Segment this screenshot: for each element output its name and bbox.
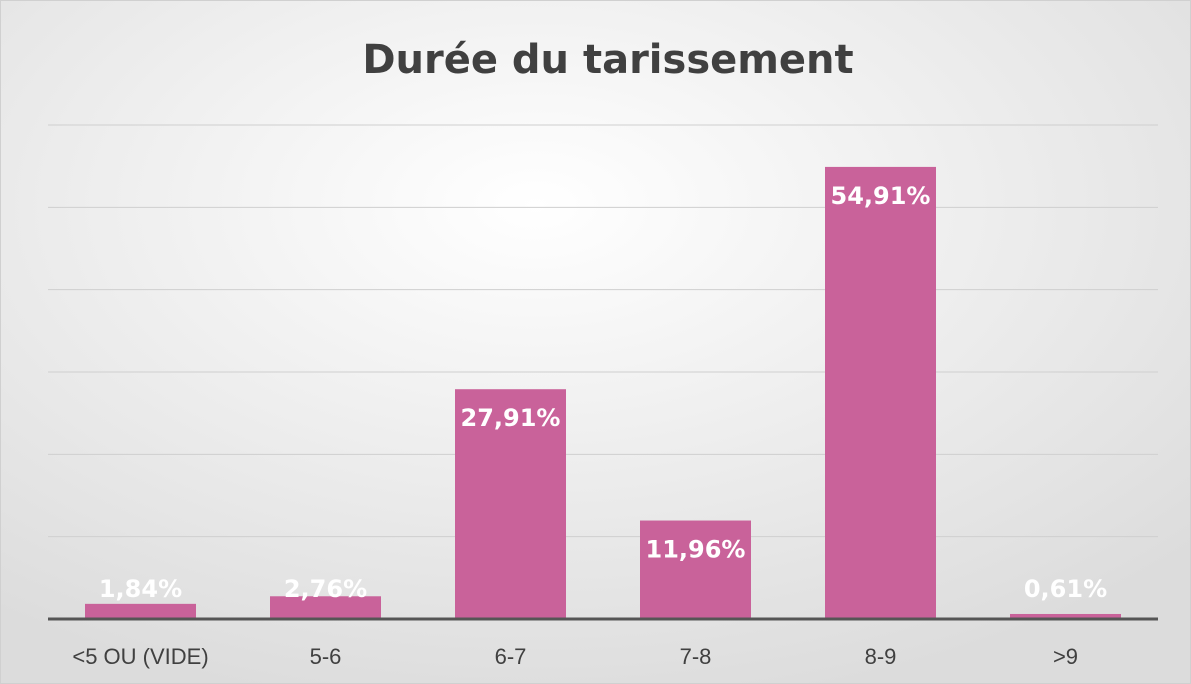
bar [640,520,751,619]
data-label: 54,91% [831,182,931,210]
x-tick-label: 6-7 [495,644,527,669]
data-label: 0,61% [1024,575,1107,603]
x-tick-label: 5-6 [310,644,342,669]
data-label: 27,91% [461,404,561,432]
bar [455,389,566,619]
bar [825,166,936,620]
data-label: 2,76% [284,575,367,603]
data-label: 11,96% [646,536,746,564]
data-label: 1,84% [99,575,182,603]
x-tick-label: >9 [1053,644,1078,669]
bar [85,603,196,619]
chart-title: Durée du tarissement [362,37,853,83]
x-tick-label: 8-9 [865,644,897,669]
x-tick-label: <5 OU (VIDE) [72,644,208,669]
bar [270,596,381,619]
x-tick-label: 7-8 [680,644,712,669]
bar [1010,613,1121,619]
